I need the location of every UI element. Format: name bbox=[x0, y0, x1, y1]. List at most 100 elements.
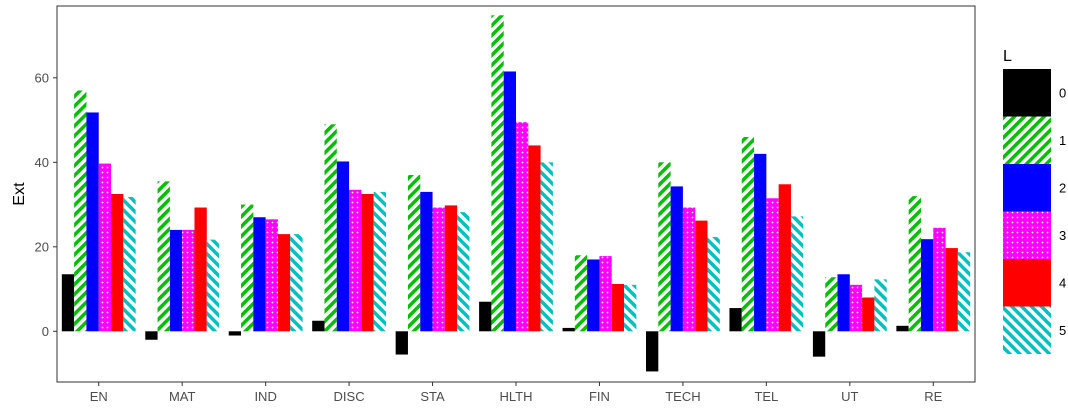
legend-label: 3 bbox=[1059, 228, 1066, 243]
legend-key-3 bbox=[1003, 211, 1051, 259]
bar-mat-l5 bbox=[206, 239, 220, 332]
x-tick-label: FIN bbox=[589, 389, 610, 404]
bar-sta-l5 bbox=[457, 212, 470, 332]
bar-sta-l3 bbox=[432, 207, 445, 332]
bar-mat-l0 bbox=[145, 331, 158, 340]
bar-en-l3 bbox=[98, 163, 112, 332]
bar-en-l5 bbox=[123, 196, 136, 332]
bar-en-l1 bbox=[74, 90, 87, 332]
bar-sta-l4 bbox=[444, 205, 458, 332]
bar-mat-l4 bbox=[194, 207, 207, 332]
bar-tech-l3 bbox=[682, 207, 696, 332]
x-tick-label: TECH bbox=[665, 389, 700, 404]
y-axis: 0 20 40 60 bbox=[35, 70, 57, 339]
bar-ind-l4 bbox=[277, 234, 291, 332]
bar-ut-l2 bbox=[837, 274, 850, 332]
bar-tech-l5 bbox=[707, 237, 720, 332]
bar-disc-l5 bbox=[373, 191, 386, 332]
y-tick-label: 60 bbox=[35, 70, 49, 85]
bar-re-l5 bbox=[957, 252, 971, 332]
x-tick-label: RE bbox=[924, 389, 942, 404]
y-tick-label: 20 bbox=[35, 239, 49, 254]
bar-ind-l5 bbox=[290, 234, 303, 332]
x-axis: EN MAT IND DISC STA HLTH FIN TECH TEL UT RE bbox=[90, 382, 943, 404]
bar-hlth-l5 bbox=[540, 162, 553, 332]
bar-disc-l4 bbox=[361, 194, 374, 332]
x-tick-label: EN bbox=[90, 389, 108, 404]
x-tick-label: MAT bbox=[169, 389, 196, 404]
bar-hlth-l4 bbox=[528, 145, 541, 332]
bar-fin-l0 bbox=[562, 327, 575, 332]
legend-title: L bbox=[1003, 48, 1012, 65]
bar-ut-l1 bbox=[825, 277, 838, 332]
legend-key-0 bbox=[1003, 69, 1051, 117]
bar-re-l0 bbox=[896, 325, 909, 332]
bar-tech-l1 bbox=[658, 162, 671, 332]
bar-sta-l1 bbox=[407, 174, 421, 332]
x-tick-label: TEL bbox=[754, 389, 778, 404]
bar-ind-l0 bbox=[228, 331, 242, 336]
bar-ind-l2 bbox=[253, 217, 266, 332]
bar-fin-l1 bbox=[574, 255, 588, 332]
bar-fin-l3 bbox=[599, 256, 612, 332]
legend-label: 0 bbox=[1059, 85, 1066, 100]
bar-re-l4 bbox=[945, 248, 958, 332]
legend-label: 1 bbox=[1059, 133, 1066, 148]
bar-re-l1 bbox=[908, 196, 921, 332]
x-tick-label: IND bbox=[254, 389, 276, 404]
bar-ut-l5 bbox=[874, 279, 887, 332]
legend-key-4 bbox=[1003, 259, 1051, 307]
bar-fin-l2 bbox=[587, 259, 600, 332]
bar-ut-l0 bbox=[812, 331, 826, 357]
bar-sta-l2 bbox=[420, 191, 433, 332]
bar-en-l0 bbox=[61, 274, 75, 332]
legend-label: 5 bbox=[1059, 323, 1066, 338]
legend-key-5 bbox=[1003, 306, 1051, 354]
bar-tel-l3 bbox=[766, 198, 779, 332]
bar-en-l4 bbox=[111, 194, 124, 332]
y-tick-label: 40 bbox=[35, 155, 49, 170]
bar-ind-l1 bbox=[241, 204, 254, 332]
x-tick-label: STA bbox=[420, 389, 445, 404]
bar-mat-l2 bbox=[169, 229, 183, 332]
bar-hlth-l0 bbox=[479, 301, 492, 332]
bar-re-l2 bbox=[920, 239, 934, 332]
bar-tel-l5 bbox=[790, 216, 804, 332]
bar-hlth-l2 bbox=[503, 71, 516, 332]
bar-tel-l1 bbox=[741, 136, 755, 332]
bar-tech-l0 bbox=[646, 331, 659, 372]
legend-key-1 bbox=[1003, 116, 1051, 164]
legend: L 0 1 2 3 4 5 bbox=[1003, 48, 1066, 354]
bar-fin-l5 bbox=[624, 284, 637, 332]
bars-group bbox=[61, 15, 971, 372]
x-tick-label: HLTH bbox=[500, 389, 533, 404]
bar-ind-l3 bbox=[265, 219, 278, 332]
y-axis-title: Ext bbox=[11, 182, 28, 206]
bar-tel-l2 bbox=[754, 153, 767, 332]
bar-disc-l0 bbox=[312, 320, 325, 332]
bar-en-l2 bbox=[86, 112, 99, 332]
bar-mat-l3 bbox=[182, 229, 195, 332]
bar-tech-l4 bbox=[695, 220, 708, 332]
bar-disc-l3 bbox=[349, 189, 362, 332]
x-tick-label: DISC bbox=[334, 389, 365, 404]
bar-disc-l1 bbox=[324, 124, 337, 332]
bar-tech-l2 bbox=[670, 186, 683, 332]
bar-ut-l4 bbox=[862, 297, 875, 332]
bar-fin-l4 bbox=[611, 283, 625, 332]
bar-disc-l2 bbox=[336, 161, 350, 332]
legend-key-2 bbox=[1003, 164, 1051, 212]
bar-tel-l0 bbox=[729, 308, 742, 332]
y-tick-label: 0 bbox=[42, 324, 49, 339]
bar-hlth-l3 bbox=[516, 122, 529, 332]
legend-label: 4 bbox=[1059, 275, 1066, 290]
bar-ut-l3 bbox=[849, 284, 863, 332]
x-tick-label: UT bbox=[841, 389, 858, 404]
bar-sta-l0 bbox=[395, 331, 408, 355]
bar-re-l3 bbox=[933, 227, 946, 332]
bar-hlth-l1 bbox=[491, 15, 504, 332]
bar-tel-l4 bbox=[778, 184, 791, 332]
legend-label: 2 bbox=[1059, 180, 1066, 195]
bar-mat-l1 bbox=[157, 181, 170, 332]
